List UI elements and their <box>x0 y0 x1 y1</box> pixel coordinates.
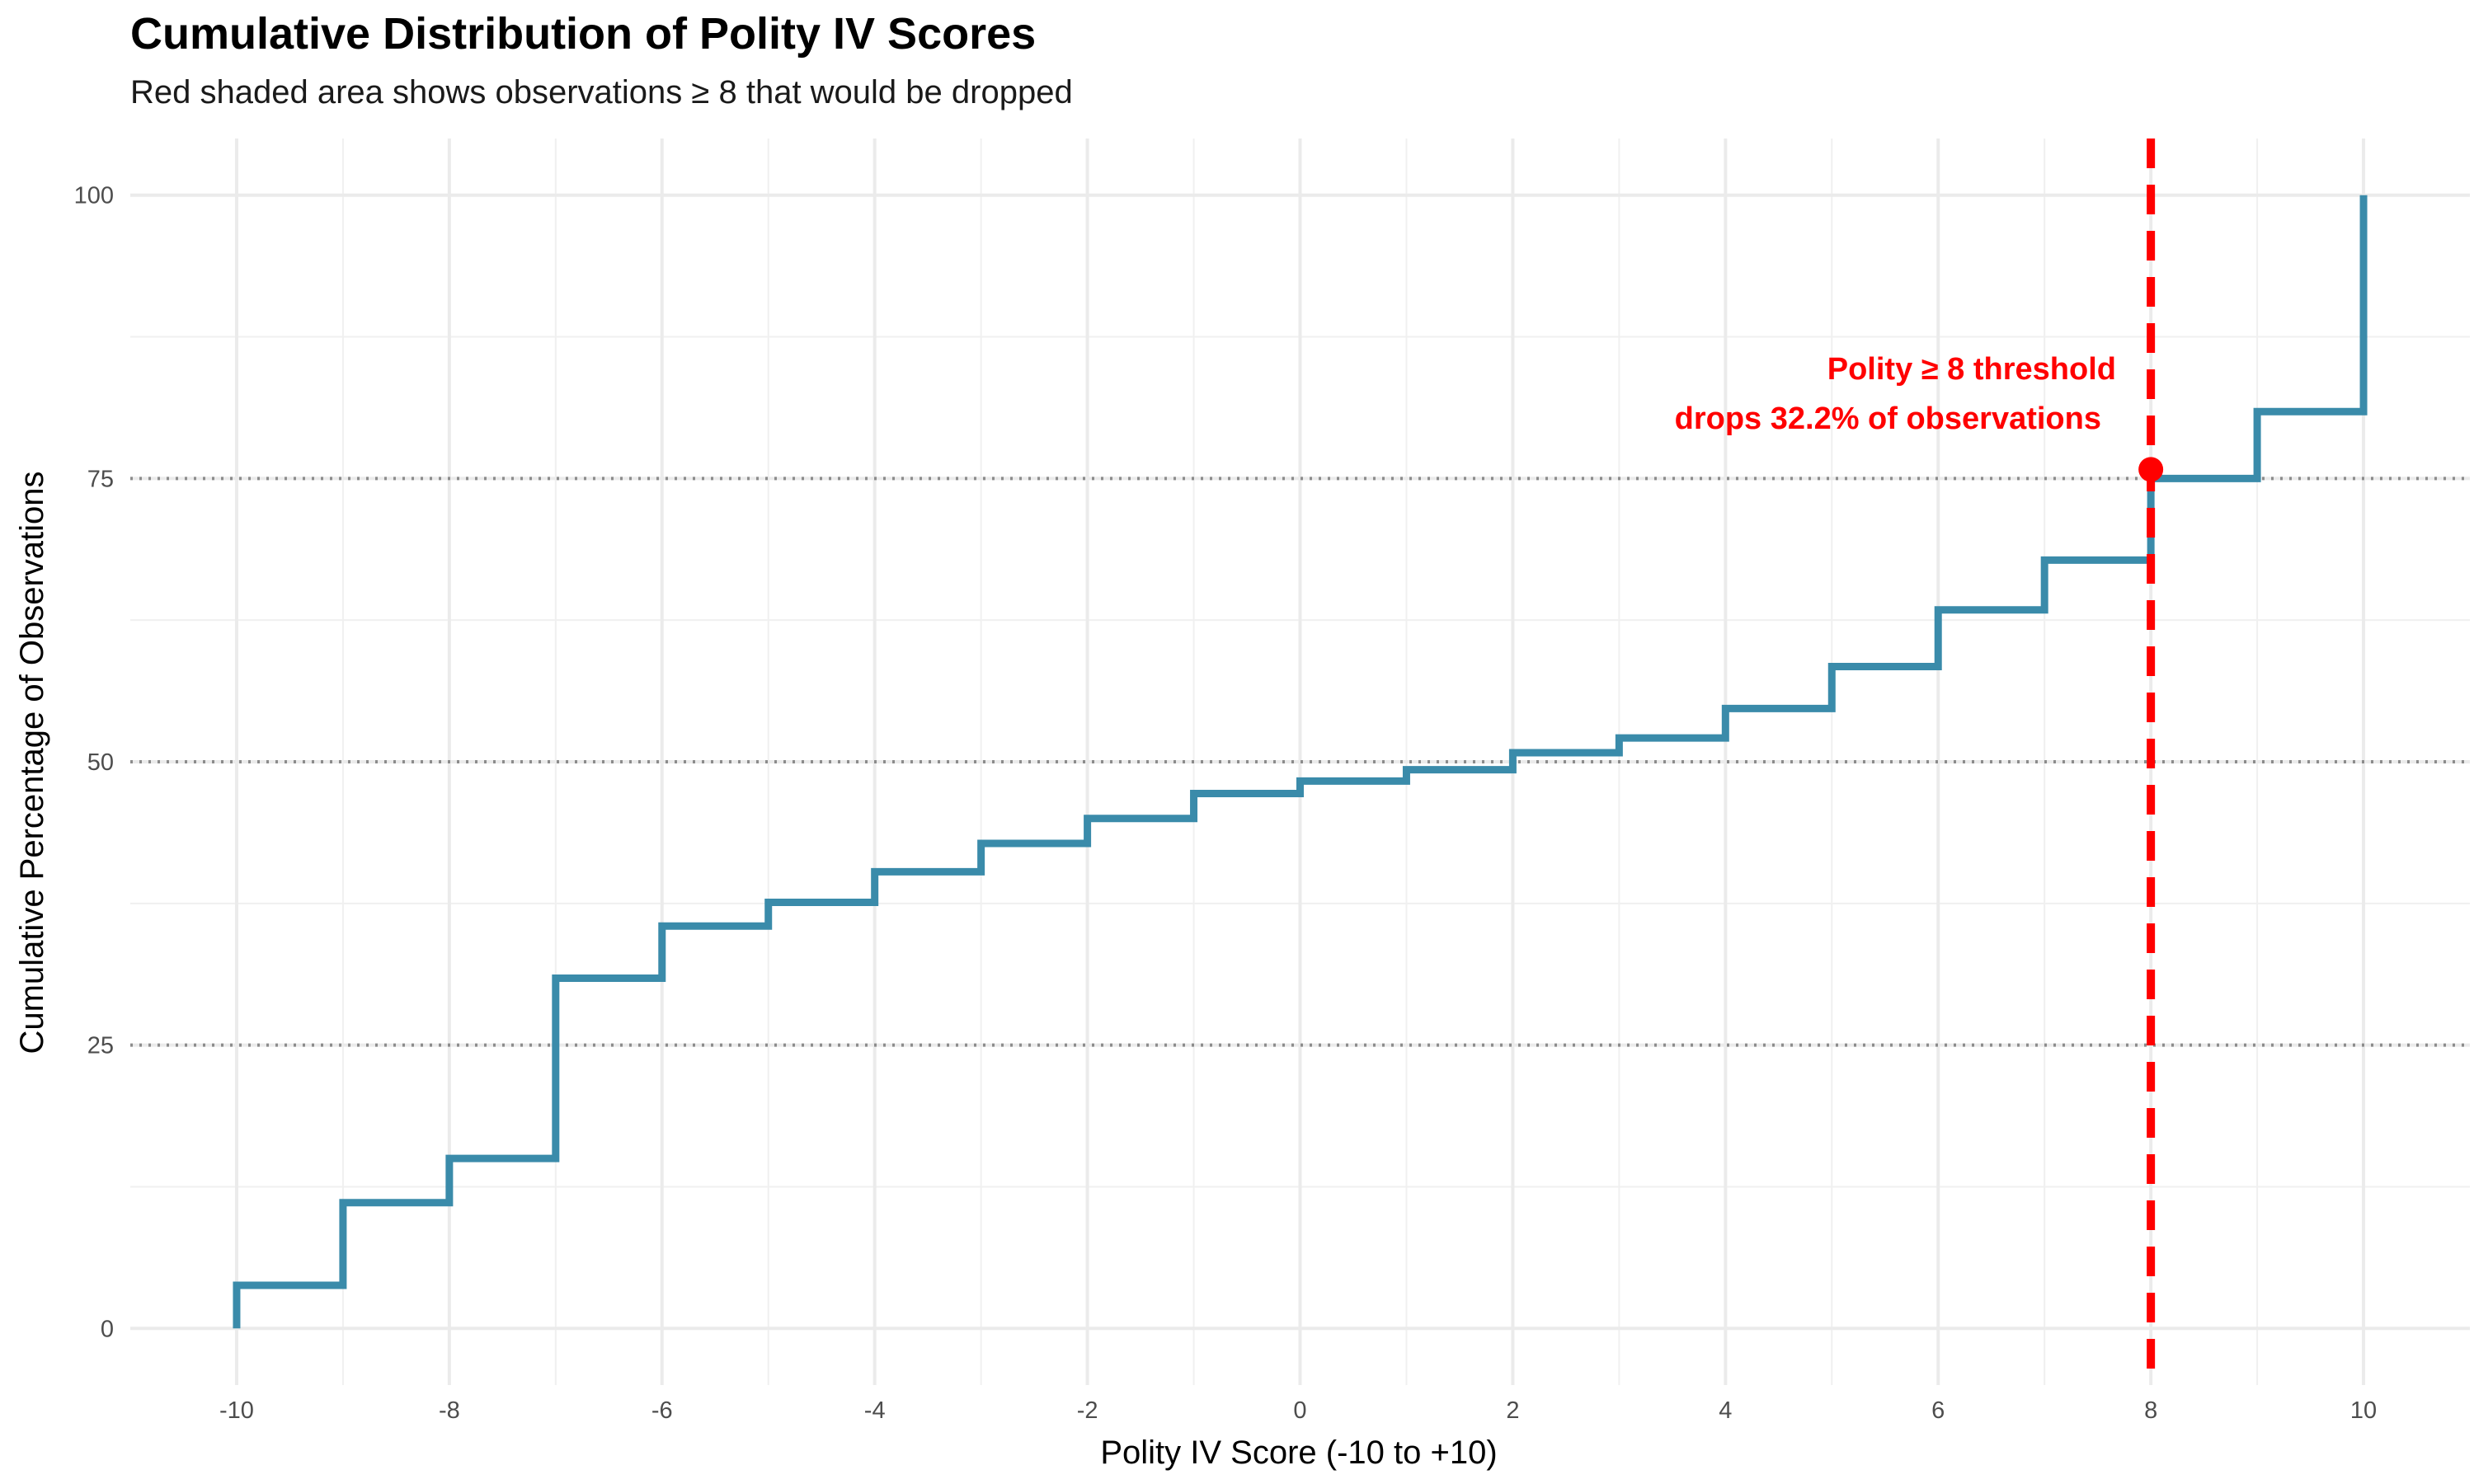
x-tick-label: 6 <box>1931 1397 1945 1424</box>
x-axis-ticks: -10 -8 -6 -4 -2 0 2 4 6 8 10 <box>219 1397 2377 1424</box>
x-tick-label: 0 <box>1293 1397 1306 1424</box>
threshold-layer <box>2138 139 2164 1385</box>
x-tick-label: -8 <box>439 1397 460 1424</box>
cdf-step-line <box>233 195 2368 1329</box>
x-tick-label: -2 <box>1077 1397 1098 1424</box>
x-tick-label: 8 <box>2144 1397 2157 1424</box>
y-tick-label: 50 <box>87 749 114 776</box>
y-tick-label: 0 <box>101 1316 114 1342</box>
x-tick-label: 10 <box>2350 1397 2377 1424</box>
x-tick-label: 4 <box>1719 1397 1732 1424</box>
chart-title: Cumulative Distribution of Polity IV Sco… <box>130 9 1037 59</box>
threshold-annotation-line2: drops 32.2% of observations <box>1675 402 2101 436</box>
x-tick-label: 2 <box>1506 1397 1519 1424</box>
threshold-annotation-line1: Polity ≥ 8 threshold <box>1827 352 2116 387</box>
y-tick-label: 75 <box>87 466 114 492</box>
x-tick-label: -6 <box>651 1397 673 1424</box>
y-tick-label: 100 <box>74 183 114 209</box>
series-layer <box>233 195 2368 1329</box>
chart-subtitle: Red shaded area shows observations ≥ 8 t… <box>130 74 1073 110</box>
y-axis-title: Cumulative Percentage of Observations <box>14 471 50 1054</box>
x-tick-label: -4 <box>864 1397 886 1424</box>
threshold-point <box>2138 457 2164 482</box>
x-tick-label: -10 <box>219 1397 254 1424</box>
y-tick-label: 25 <box>87 1033 114 1059</box>
x-axis-title: Polity IV Score (-10 to +10) <box>1100 1435 1497 1471</box>
y-axis-ticks: 0 25 50 75 100 <box>74 183 114 1343</box>
